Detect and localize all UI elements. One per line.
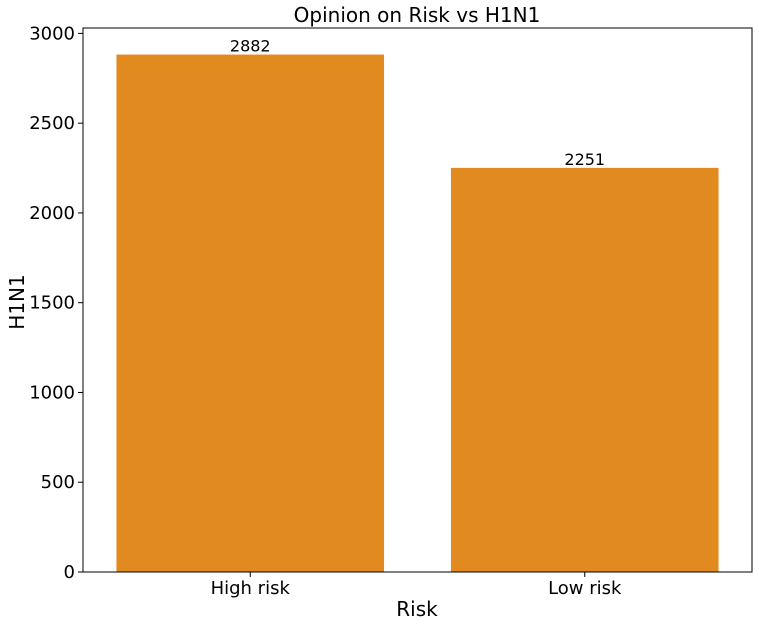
x-axis-label: Risk <box>396 597 438 621</box>
y-tick-label: 1500 <box>29 293 75 314</box>
y-tick-label: 1000 <box>29 382 75 403</box>
bar-low-risk <box>450 167 719 573</box>
y-axis-ticks: 0 500 1000 1500 2000 2500 3000 <box>29 23 83 583</box>
y-tick-label: 3000 <box>29 23 75 44</box>
bars-group <box>116 54 719 573</box>
y-tick-label: 0 <box>64 562 75 583</box>
data-labels-group: 2882 2251 <box>230 37 605 169</box>
y-tick-label: 500 <box>41 472 75 493</box>
x-tick-label: High risk <box>211 578 291 599</box>
data-label: 2251 <box>564 150 605 169</box>
y-tick-label: 2000 <box>29 203 75 224</box>
data-label: 2882 <box>230 37 271 56</box>
plot-area-frame <box>82 27 753 573</box>
x-tick-label: Low risk <box>548 578 622 599</box>
chart-title: Opinion on Risk vs H1N1 <box>294 3 541 27</box>
y-axis-label: H1N1 <box>5 274 29 329</box>
y-tick-label: 2500 <box>29 113 75 134</box>
x-axis-ticks: High risk Low risk <box>211 572 622 599</box>
bar-high-risk <box>116 54 385 573</box>
